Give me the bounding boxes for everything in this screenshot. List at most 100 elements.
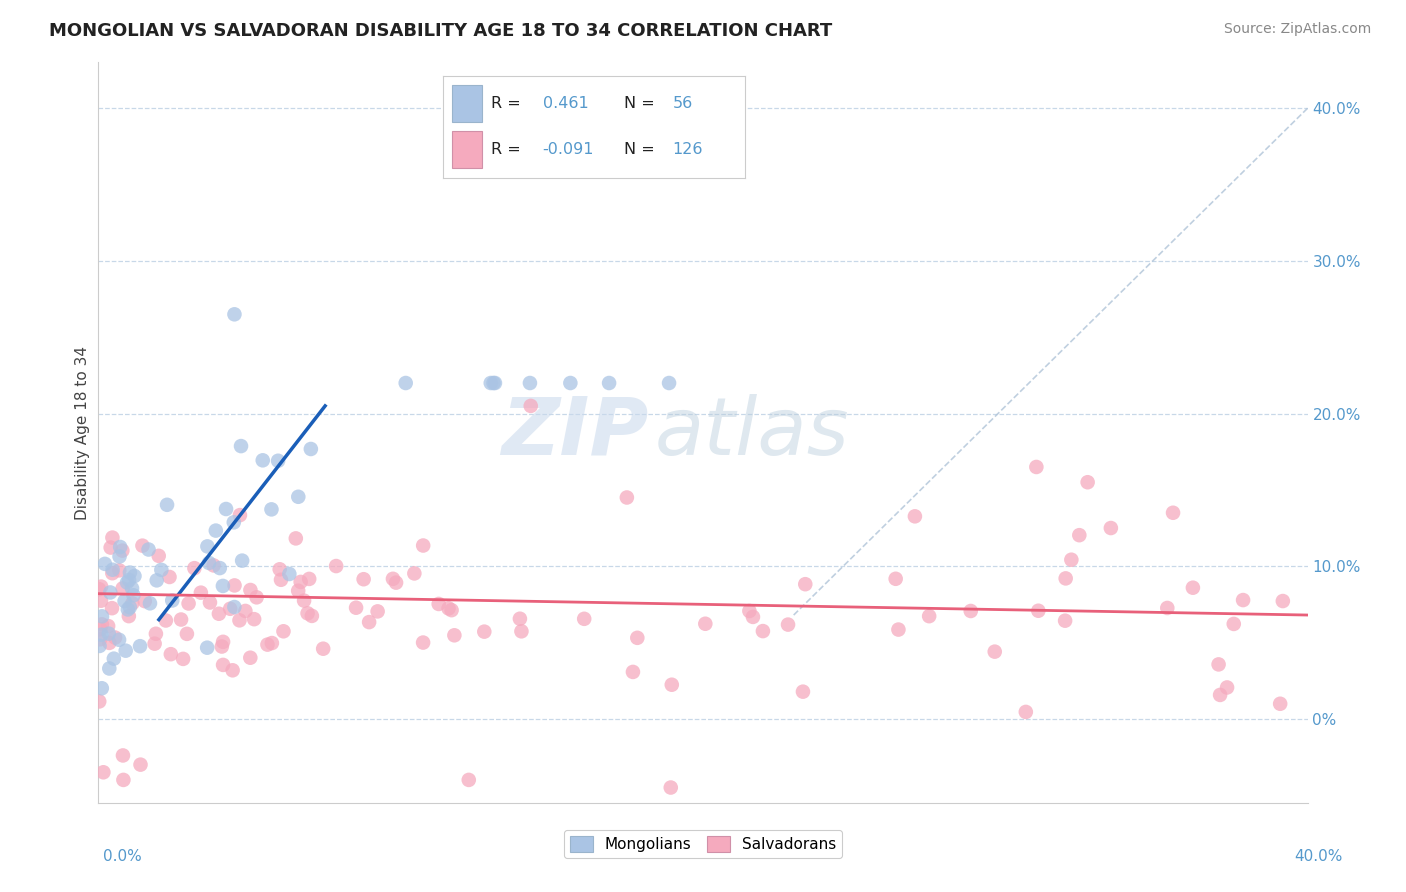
Point: [205, 524, 228, 538]
Point: [301, 608, 323, 623]
Point: [197, 540, 219, 554]
Point: [212, 635, 235, 649]
Point: [221, 663, 243, 677]
Text: 56: 56: [672, 96, 693, 111]
Point: [219, 601, 242, 615]
Point: [519, 376, 541, 390]
Point: [239, 650, 262, 665]
Point: [246, 591, 269, 605]
Text: 0.461: 0.461: [543, 96, 588, 111]
Point: [198, 556, 221, 570]
Point: [312, 641, 335, 656]
Point: [695, 616, 717, 631]
Y-axis label: Disability Age 18 to 34: Disability Age 18 to 34: [75, 345, 90, 520]
Text: 0.0%: 0.0%: [103, 849, 142, 864]
Point: [231, 553, 253, 567]
Text: 126: 126: [672, 142, 703, 157]
Point: [98, 636, 121, 650]
Point: [101, 531, 124, 545]
Point: [97, 619, 120, 633]
Point: [1208, 657, 1230, 672]
Text: N =: N =: [624, 142, 655, 157]
Point: [404, 566, 426, 581]
Point: [482, 376, 505, 390]
Point: [1161, 506, 1184, 520]
Text: -0.091: -0.091: [543, 142, 595, 157]
Point: [738, 604, 761, 618]
Point: [1232, 593, 1254, 607]
Point: [381, 572, 404, 586]
Point: [111, 748, 134, 763]
Point: [427, 597, 450, 611]
Point: [267, 454, 290, 468]
Point: [228, 613, 250, 627]
Point: [269, 562, 291, 576]
Point: [90, 628, 112, 642]
Point: [284, 532, 307, 546]
Point: [150, 563, 173, 577]
Point: [395, 376, 418, 390]
Text: Source: ZipAtlas.com: Source: ZipAtlas.com: [1223, 22, 1371, 37]
Point: [299, 442, 322, 456]
Point: [100, 541, 122, 555]
Point: [297, 607, 319, 621]
Point: [129, 757, 152, 772]
Point: [89, 694, 111, 708]
Point: [270, 573, 292, 587]
Point: [742, 610, 765, 624]
Point: [111, 582, 134, 596]
Point: [90, 580, 112, 594]
Point: [1069, 528, 1091, 542]
Point: [114, 643, 136, 657]
Point: [202, 558, 225, 573]
Point: [367, 604, 389, 618]
Point: [160, 647, 183, 661]
Point: [155, 614, 177, 628]
Point: [887, 623, 910, 637]
Point: [252, 453, 274, 467]
Point: [287, 490, 309, 504]
Point: [560, 376, 582, 390]
Point: [1336, 666, 1358, 681]
Point: [145, 574, 167, 588]
Point: [1025, 460, 1047, 475]
Point: [412, 539, 434, 553]
Point: [101, 566, 124, 581]
Point: [1209, 688, 1232, 702]
Point: [190, 585, 212, 599]
Point: [224, 600, 246, 615]
Point: [353, 572, 375, 586]
Point: [138, 542, 160, 557]
Point: [1015, 705, 1038, 719]
Text: atlas: atlas: [655, 393, 849, 472]
Point: [794, 577, 817, 591]
Point: [1347, 632, 1369, 647]
Point: [325, 559, 347, 574]
Point: [235, 604, 257, 618]
Point: [89, 632, 111, 647]
Point: [118, 600, 141, 615]
Point: [139, 596, 162, 610]
Point: [224, 307, 246, 321]
Point: [183, 561, 205, 575]
Point: [208, 561, 231, 575]
Text: ZIP: ZIP: [501, 393, 648, 472]
Point: [1054, 614, 1077, 628]
Text: R =: R =: [491, 96, 522, 111]
Point: [108, 549, 131, 564]
Point: [108, 563, 131, 577]
Point: [904, 509, 927, 524]
Point: [484, 376, 506, 390]
Point: [108, 540, 131, 554]
Point: [89, 622, 111, 636]
Point: [172, 652, 194, 666]
Point: [472, 624, 495, 639]
Point: [1181, 581, 1204, 595]
Point: [229, 508, 252, 522]
Point: [208, 607, 231, 621]
Text: MONGOLIAN VS SALVADORAN DISABILITY AGE 18 TO 34 CORRELATION CHART: MONGOLIAN VS SALVADORAN DISABILITY AGE 1…: [49, 22, 832, 40]
Point: [98, 585, 121, 599]
Point: [616, 491, 638, 505]
Point: [170, 613, 193, 627]
Point: [103, 651, 125, 665]
